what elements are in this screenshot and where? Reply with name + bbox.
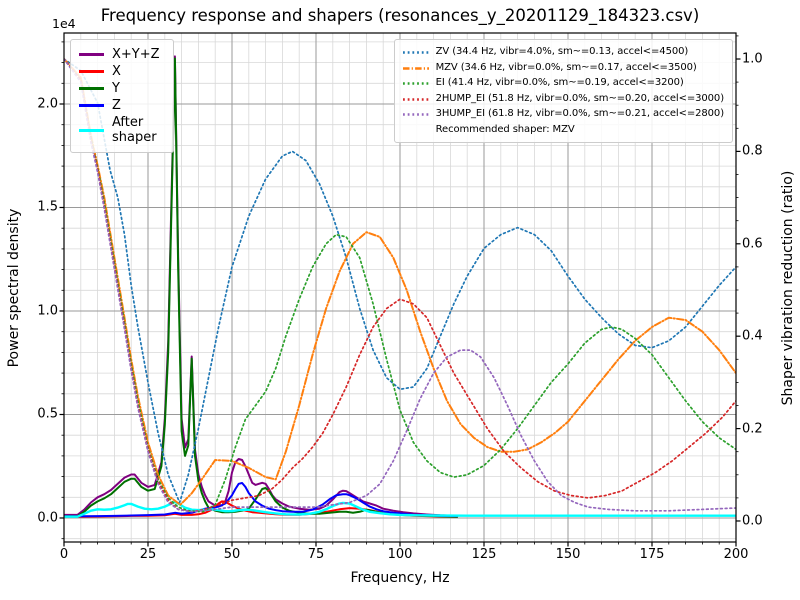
left-tick-label: 2.0	[37, 96, 58, 112]
legend-entry: Z	[79, 98, 164, 113]
legend-line-swatch	[402, 51, 429, 54]
x-tick-label: 25	[139, 547, 157, 562]
legend-entry: EI (41.4 Hz, vibr=0.0%, sm~=0.19, accel<…	[402, 76, 724, 91]
right-tick-label: 0.4	[742, 328, 763, 344]
x-tick-label: 100	[387, 547, 413, 562]
x-axis-label: Frequency, Hz	[350, 570, 450, 586]
x-tick-label: 150	[555, 547, 581, 562]
left-tick-label: 1.0	[37, 303, 58, 319]
legend-line-swatch	[402, 66, 429, 70]
right-tick-label: 0.6	[742, 236, 763, 252]
chart-title: Frequency response and shapers (resonanc…	[100, 6, 700, 25]
x-tick-label: 50	[223, 547, 241, 562]
right-tick-label: 0.8	[742, 143, 763, 159]
x-tick-label: 125	[471, 547, 497, 562]
right-tick-label: 0.2	[742, 421, 763, 437]
x-tick-label: 200	[723, 547, 749, 562]
x-tick-label: 175	[639, 547, 665, 562]
legend-shapers: ZV (34.4 Hz, vibr=4.0%, sm~=0.13, accel<…	[393, 39, 733, 143]
legend-entry: X	[79, 64, 164, 79]
legend-line-swatch	[79, 53, 104, 56]
legend-line-swatch	[402, 113, 429, 116]
left-y-axis-label: Power spectral density	[6, 208, 22, 368]
legend-line-swatch	[79, 104, 104, 107]
left-tick-label: 0.5	[37, 406, 58, 422]
legend-entry: After shaper	[79, 115, 164, 145]
x-tick-label: 0	[59, 547, 69, 562]
legend-entry: MZV (34.6 Hz, vibr=0.0%, sm~=0.17, accel…	[402, 61, 724, 76]
x-tick-label: 75	[307, 547, 325, 562]
legend-entry: X+Y+Z	[79, 47, 164, 62]
y-axis-offset-label: 1e4	[52, 16, 76, 31]
legend-psd: X+Y+Z X Y Z After shaper	[70, 39, 174, 153]
left-tick-label: 0.0	[37, 510, 58, 526]
legend-entry: 3HUMP_EI (61.8 Hz, vibr=0.0%, sm~=0.21, …	[402, 107, 724, 122]
legend-line-swatch	[402, 97, 429, 101]
right-tick-label: 0.0	[742, 513, 763, 529]
legend-line-swatch	[79, 87, 104, 90]
legend-entry: ZV (34.4 Hz, vibr=4.0%, sm~=0.13, accel<…	[402, 45, 724, 60]
legend-line-swatch	[79, 128, 104, 132]
legend-entry: Y	[79, 81, 164, 96]
legend-entry: 2HUMP_EI (51.8 Hz, vibr=0.0%, sm~=0.20, …	[402, 92, 724, 107]
legend-line-swatch	[79, 70, 104, 73]
legend-recommended-shaper: Recommended shaper: MZV	[435, 123, 575, 135]
right-y-axis-label: Shaper vibration reduction (ratio)	[780, 170, 796, 406]
right-tick-label: 1.0	[742, 51, 763, 67]
legend-line-swatch	[402, 82, 429, 85]
left-tick-label: 1.5	[37, 199, 58, 215]
